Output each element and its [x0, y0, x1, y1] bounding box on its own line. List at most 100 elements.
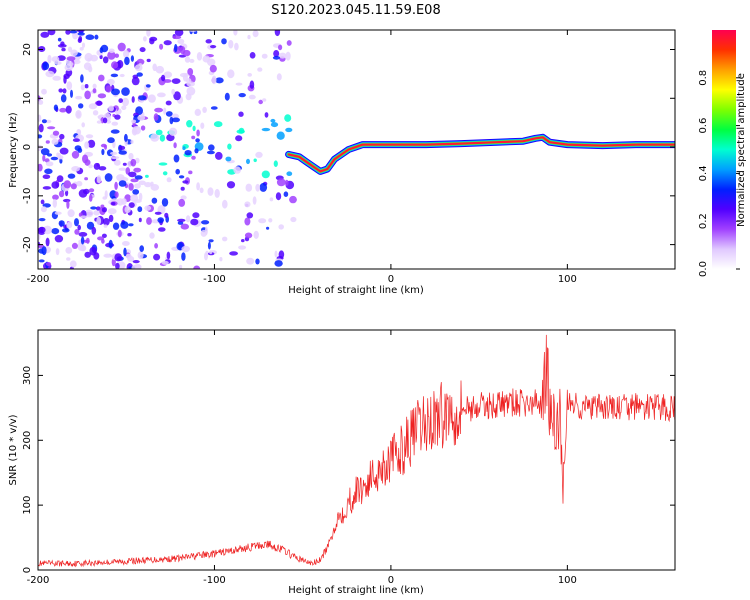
heatmap-blob: [128, 171, 137, 178]
heatmap-blob: [76, 30, 85, 33]
heatmap-blob: [233, 30, 238, 36]
heatmap-blob: [246, 257, 255, 265]
heatmap-blob: [108, 214, 114, 223]
heatmap-blob: [274, 30, 281, 37]
heatmap-blob: [71, 242, 78, 249]
heatmap-blob: [241, 239, 245, 243]
heatmap-blob: [45, 161, 54, 167]
heatmap-blob: [84, 209, 94, 218]
heatmap-blob: [211, 75, 217, 85]
heatmap-blob: [206, 150, 215, 155]
colorbar-label: Normalized spectral amplitude: [736, 73, 747, 227]
heatmap-blob: [255, 151, 263, 158]
heatmap-blob: [146, 30, 151, 37]
heatmap-blob: [246, 158, 250, 165]
heatmap-blob: [52, 130, 60, 136]
heatmap-blob: [57, 37, 62, 42]
heatmap-blob: [276, 73, 282, 81]
heatmap-blob: [275, 192, 282, 201]
heatmap-blob: [186, 120, 193, 128]
heatmap-blob: [117, 229, 122, 238]
heatmap-blob: [130, 139, 134, 144]
heatmap-blob: [97, 236, 105, 241]
heatmap-blob: [62, 88, 67, 94]
heatmap-blob: [59, 158, 63, 164]
heatmap-blob: [168, 127, 178, 136]
heatmap-blob: [290, 216, 297, 223]
heatmap-blob: [179, 72, 189, 78]
heatmap-blob: [122, 162, 127, 166]
snr-x-ticks: -200 -100 0 100: [27, 330, 577, 586]
heatmap-blob: [82, 154, 89, 164]
heatmap-blob: [65, 247, 73, 254]
heatmap-blob: [130, 158, 137, 167]
heatmap-blob: [229, 251, 239, 256]
y-tick-label: -20: [22, 236, 33, 252]
heatmap-blob: [147, 94, 156, 103]
heatmap-blob: [42, 62, 50, 70]
heatmap-blob: [128, 202, 135, 209]
heatmap-blob: [245, 183, 253, 192]
heatmap-blob: [38, 218, 46, 222]
heatmap-y-ticks: -20 -10 0 10 20: [22, 43, 675, 253]
heatmap-blob: [131, 76, 140, 86]
heatmap-blob: [182, 180, 189, 184]
snr-x-axis-label: Height of straight line (km): [288, 585, 424, 596]
heatmap-blob: [215, 77, 224, 84]
heatmap-blob: [47, 126, 56, 130]
heatmap-blob: [195, 138, 200, 143]
heatmap-blob: [192, 212, 200, 219]
heatmap-blob: [67, 173, 76, 179]
heatmap-blob: [92, 88, 97, 94]
heatmap-blob: [151, 197, 158, 204]
heatmap-blob: [284, 114, 292, 122]
heatmap-blob: [146, 217, 152, 225]
x-tick-label: -200: [27, 274, 50, 285]
heatmap-blob: [252, 196, 257, 205]
x-tick-label: 0: [388, 575, 394, 586]
heatmap-blob: [78, 103, 84, 109]
heatmap-blob: [171, 88, 176, 95]
heatmap-blob: [175, 168, 180, 175]
heatmap-blob: [150, 184, 160, 191]
heatmap-blob: [75, 95, 83, 100]
heatmap-blob: [128, 183, 134, 191]
heatmap-blob: [166, 177, 172, 183]
heatmap-blob: [143, 36, 147, 42]
heatmap-blob: [51, 228, 60, 235]
heatmap-blob: [110, 129, 120, 134]
heatmap-blob: [174, 44, 178, 53]
heatmap-blob: [154, 211, 162, 215]
heatmap-blob: [180, 223, 189, 230]
heatmap-blob: [66, 56, 76, 61]
heatmap-blob: [164, 212, 169, 218]
heatmap-blob: [154, 107, 164, 113]
heatmap-blob: [84, 141, 90, 149]
heatmap-blob: [270, 122, 279, 128]
heatmap-blob: [41, 246, 47, 256]
heatmap-blob: [196, 129, 200, 137]
heatmap-blob: [278, 250, 285, 259]
heatmap-blob: [179, 264, 183, 269]
heatmap-blob: [78, 232, 88, 237]
heatmap-blob: [221, 38, 227, 45]
heatmap-blob: [140, 125, 146, 131]
heatmap-blob: [38, 226, 46, 234]
heatmap-blob: [259, 182, 268, 192]
heatmap-blob: [74, 229, 80, 235]
x-tick-label: 0: [388, 274, 394, 285]
heatmap-blob: [222, 199, 228, 209]
heatmap-blob: [139, 47, 146, 53]
snr-frame: [37, 329, 676, 571]
heatmap-blob: [104, 144, 107, 150]
heatmap-blob: [80, 244, 86, 252]
colorbar-tick-label: 0.6: [698, 118, 709, 134]
heatmap-blob: [107, 51, 116, 60]
heatmap-blob: [278, 224, 285, 230]
heatmap-blob: [118, 98, 123, 103]
heatmap-blob: [40, 148, 50, 156]
heatmap-blob: [252, 30, 259, 38]
heatmap-blob: [122, 97, 129, 107]
heatmap-blob: [96, 100, 103, 106]
heatmap-blob: [136, 58, 145, 65]
